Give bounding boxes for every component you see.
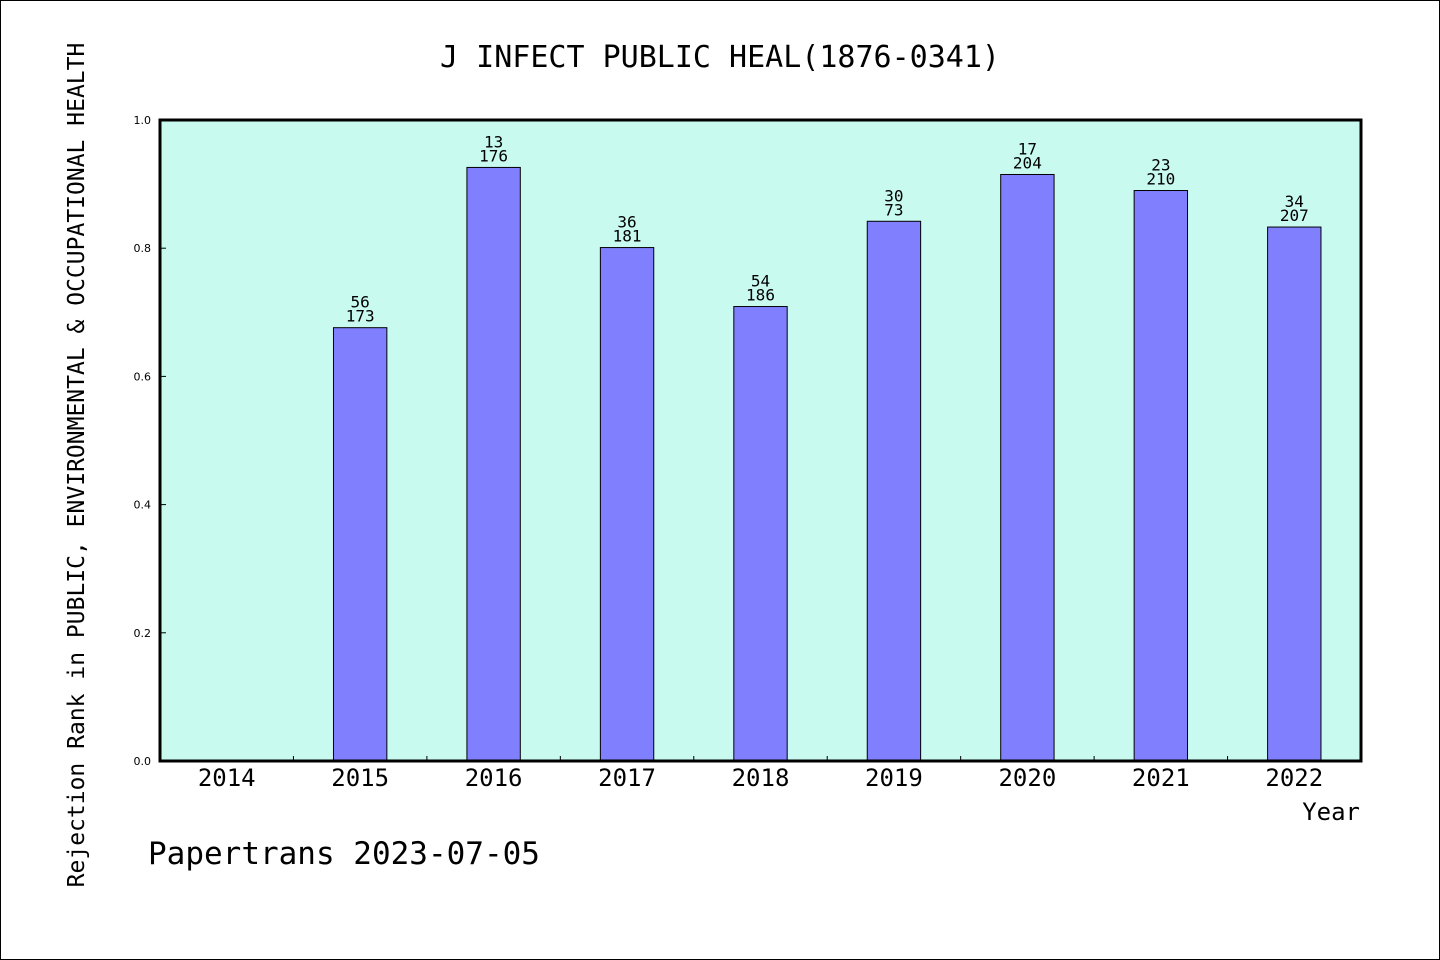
x-tick-label-2016: 2016 — [465, 764, 523, 792]
bar-label-bottom-2016: 176 — [479, 146, 508, 165]
bar-2019 — [866, 220, 922, 762]
bar-2017 — [599, 247, 655, 762]
bar-2015 — [332, 327, 388, 762]
y-tick-label: 0.6 — [134, 370, 152, 383]
footer-credit: Papertrans 2023-07-05 — [148, 836, 540, 872]
bar-label-top-2016: 13 — [484, 132, 503, 151]
bar-label-top-2021: 23 — [1151, 156, 1170, 175]
bar-label-bottom-2021: 210 — [1146, 170, 1175, 189]
bar-label-top-2019: 30 — [884, 186, 903, 205]
bar-label-bottom-2022: 207 — [1280, 206, 1309, 225]
x-axis-ticks: 2014 2015 2016 2017 2018 2019 2020 2021 2022 — [198, 756, 1323, 792]
bar-label-bottom-2020: 204 — [1013, 153, 1042, 172]
bar-2018 — [733, 306, 788, 762]
x-tick-label-2015: 2015 — [331, 764, 389, 792]
y-tick-label: 1.0 — [134, 114, 152, 127]
bar-label-bottom-2019: 73 — [884, 200, 903, 219]
bar-label-bottom-2015: 173 — [346, 307, 375, 326]
x-axis-label: Year — [1302, 798, 1360, 826]
y-tick-label: 0.4 — [134, 499, 152, 512]
bar-2022 — [1267, 226, 1322, 762]
x-tick-label-2022: 2022 — [1265, 764, 1323, 792]
y-axis-label: Rejection Rank in PUBLIC, ENVIRONMENTAL … — [64, 43, 90, 888]
y-tick-label: 0.8 — [134, 242, 152, 255]
bar-label-top-2017: 36 — [617, 213, 636, 232]
bar-2021 — [1133, 190, 1189, 762]
x-tick-label-2019: 2019 — [865, 764, 923, 792]
chart-title: J INFECT PUBLIC HEAL(1876-0341) — [440, 40, 1000, 75]
bar-label-bottom-2018: 186 — [746, 286, 775, 305]
y-tick-label: 0.2 — [134, 627, 152, 640]
plot-border — [158, 118, 1363, 763]
x-tick-label-2020: 2020 — [998, 764, 1056, 792]
bar-label-top-2022: 34 — [1285, 192, 1304, 211]
bar-label-top-2020: 17 — [1018, 139, 1037, 158]
x-tick-label-2021: 2021 — [1132, 764, 1190, 792]
y-tick-label: 0.0 — [134, 755, 152, 768]
y-axis-ticks: 0.0 0.2 0.4 0.6 0.8 1.0 — [134, 114, 166, 768]
x-tick-label-2014: 2014 — [198, 764, 256, 792]
bar-label-bottom-2017: 181 — [613, 227, 642, 246]
bar-2016 — [466, 166, 521, 762]
bar-label-top-2015: 56 — [351, 293, 370, 312]
x-tick-label-2018: 2018 — [732, 764, 790, 792]
bar-2020 — [1000, 173, 1055, 762]
bar-label-top-2018: 54 — [751, 272, 770, 291]
x-tick-label-2017: 2017 — [598, 764, 656, 792]
